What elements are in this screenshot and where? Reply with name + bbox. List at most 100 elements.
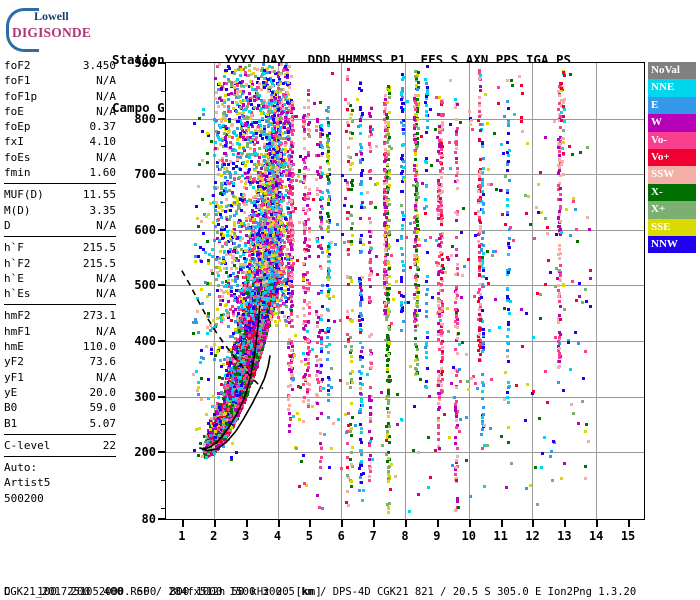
echo-point bbox=[216, 405, 219, 408]
echo-point bbox=[278, 63, 281, 66]
param-key: h`F bbox=[4, 241, 24, 255]
y-tick-label: 300 bbox=[134, 389, 156, 404]
param-key: D bbox=[4, 218, 11, 232]
y-tick-major bbox=[158, 284, 166, 287]
echo-point bbox=[249, 295, 252, 298]
gridline-vertical bbox=[341, 63, 343, 519]
y-tick-minor bbox=[161, 480, 166, 482]
param-group-1: MUF(D) 11.55 M(D) 3.35 D N/A bbox=[4, 187, 116, 238]
param-key: foEp bbox=[4, 120, 31, 134]
param-key: yF2 bbox=[4, 355, 24, 369]
ionogram-plot[interactable] bbox=[165, 62, 645, 520]
param-value: 4.10 bbox=[89, 135, 117, 149]
echo-point bbox=[223, 358, 226, 361]
param-value: 11.55 bbox=[82, 188, 116, 202]
y-tick-major bbox=[158, 173, 166, 176]
echo-point bbox=[254, 154, 257, 157]
param-row: foF2 3.450 bbox=[4, 58, 116, 73]
gridline-horizontal bbox=[166, 118, 644, 120]
y-tick-minor bbox=[161, 202, 166, 204]
param-group-0: foF2 3.450 foF1 N/A foF1p N/A foE N/A foEp 0.37 fx… bbox=[4, 58, 117, 185]
param-value: N/A bbox=[96, 287, 116, 301]
echo-point bbox=[227, 366, 230, 369]
y-tick-minor bbox=[161, 507, 166, 509]
echo-point bbox=[274, 93, 277, 96]
y-tick-major bbox=[158, 62, 166, 64]
logo-lowell-text: Lowell bbox=[34, 9, 69, 23]
echo-point bbox=[245, 258, 248, 261]
param-value: 3.450 bbox=[82, 59, 116, 72]
param-value: 0.37 bbox=[89, 120, 117, 134]
gridline-horizontal bbox=[166, 341, 644, 343]
param-key: fxI bbox=[4, 135, 24, 149]
echo-point bbox=[243, 328, 246, 331]
echo-point bbox=[221, 377, 224, 380]
param-value: 3.35 bbox=[89, 203, 117, 217]
param-key: foEs bbox=[4, 150, 31, 164]
echo-point bbox=[217, 392, 220, 395]
echo-point bbox=[270, 132, 273, 135]
y-tick-label: 600 bbox=[134, 222, 156, 237]
y-tick-label: 700 bbox=[134, 167, 156, 182]
y-tick-major bbox=[158, 518, 166, 520]
param-value: 20.0 bbox=[89, 385, 117, 399]
gridline-vertical bbox=[468, 63, 470, 519]
param-key: yF1 bbox=[4, 370, 24, 384]
y-tick-minor bbox=[161, 257, 166, 259]
echo-point bbox=[251, 289, 254, 292]
y-tick-minor bbox=[161, 146, 166, 148]
echo-point bbox=[260, 207, 263, 210]
y-tick-label: 500 bbox=[134, 278, 156, 293]
echo-point bbox=[271, 143, 274, 146]
y-tick-label: 200 bbox=[134, 445, 156, 460]
echo-point bbox=[273, 239, 276, 242]
y-tick-minor bbox=[161, 368, 166, 370]
param-row: hmE 110.0 bbox=[4, 339, 116, 354]
param-row: foF1p N/A bbox=[4, 89, 116, 104]
echo-point bbox=[266, 167, 269, 170]
param-row: h`F 215.5 bbox=[4, 240, 116, 255]
gridline-vertical bbox=[213, 63, 215, 519]
echo-point bbox=[228, 380, 231, 383]
param-key: B0 bbox=[4, 401, 18, 415]
gridline-horizontal bbox=[166, 229, 644, 231]
param-row: B1 5.07 bbox=[4, 416, 116, 431]
echo-point bbox=[258, 274, 261, 277]
echo-point bbox=[244, 299, 247, 302]
gridline-horizontal bbox=[166, 452, 644, 454]
param-value: 273.1 bbox=[82, 309, 116, 323]
param-key: fmin bbox=[4, 166, 31, 180]
param-key: foE bbox=[4, 104, 24, 118]
echo-scatter-layer bbox=[166, 63, 644, 519]
param-group-4: C-level 22 bbox=[4, 438, 116, 458]
param-row: M(D) 3.35 bbox=[4, 203, 116, 218]
param-row: fxI 4.10 bbox=[4, 134, 116, 149]
echo-point bbox=[262, 192, 265, 195]
param-row: hmF1 N/A bbox=[4, 324, 116, 339]
echo-point bbox=[230, 389, 233, 392]
y-tick-label: 900 bbox=[134, 56, 156, 70]
y-tick-minor bbox=[161, 313, 166, 315]
y-tick-label: 800 bbox=[134, 111, 156, 126]
param-value: N/A bbox=[96, 89, 116, 103]
param-row: C-level 22 bbox=[4, 438, 116, 453]
auto-code: 500200 bbox=[4, 491, 44, 505]
param-value: 1.60 bbox=[89, 166, 117, 180]
echo-point bbox=[264, 169, 267, 172]
param-key: yE bbox=[4, 385, 18, 399]
param-key: foF2 bbox=[4, 59, 31, 72]
param-row: h`E N/A bbox=[4, 271, 116, 286]
param-key: hmE bbox=[4, 340, 24, 354]
y-tick-minor bbox=[161, 90, 166, 92]
echo-point bbox=[272, 164, 275, 167]
param-value: N/A bbox=[96, 150, 116, 164]
param-key: h`Es bbox=[4, 287, 31, 301]
param-row: yF1 N/A bbox=[4, 370, 116, 385]
echo-point bbox=[207, 422, 210, 425]
param-key: h`F2 bbox=[4, 256, 31, 270]
param-value: N/A bbox=[96, 104, 116, 118]
gridline-horizontal bbox=[166, 285, 644, 287]
gridline-vertical bbox=[532, 63, 534, 519]
param-key: foF1 bbox=[4, 74, 31, 88]
param-value: N/A bbox=[96, 370, 116, 384]
